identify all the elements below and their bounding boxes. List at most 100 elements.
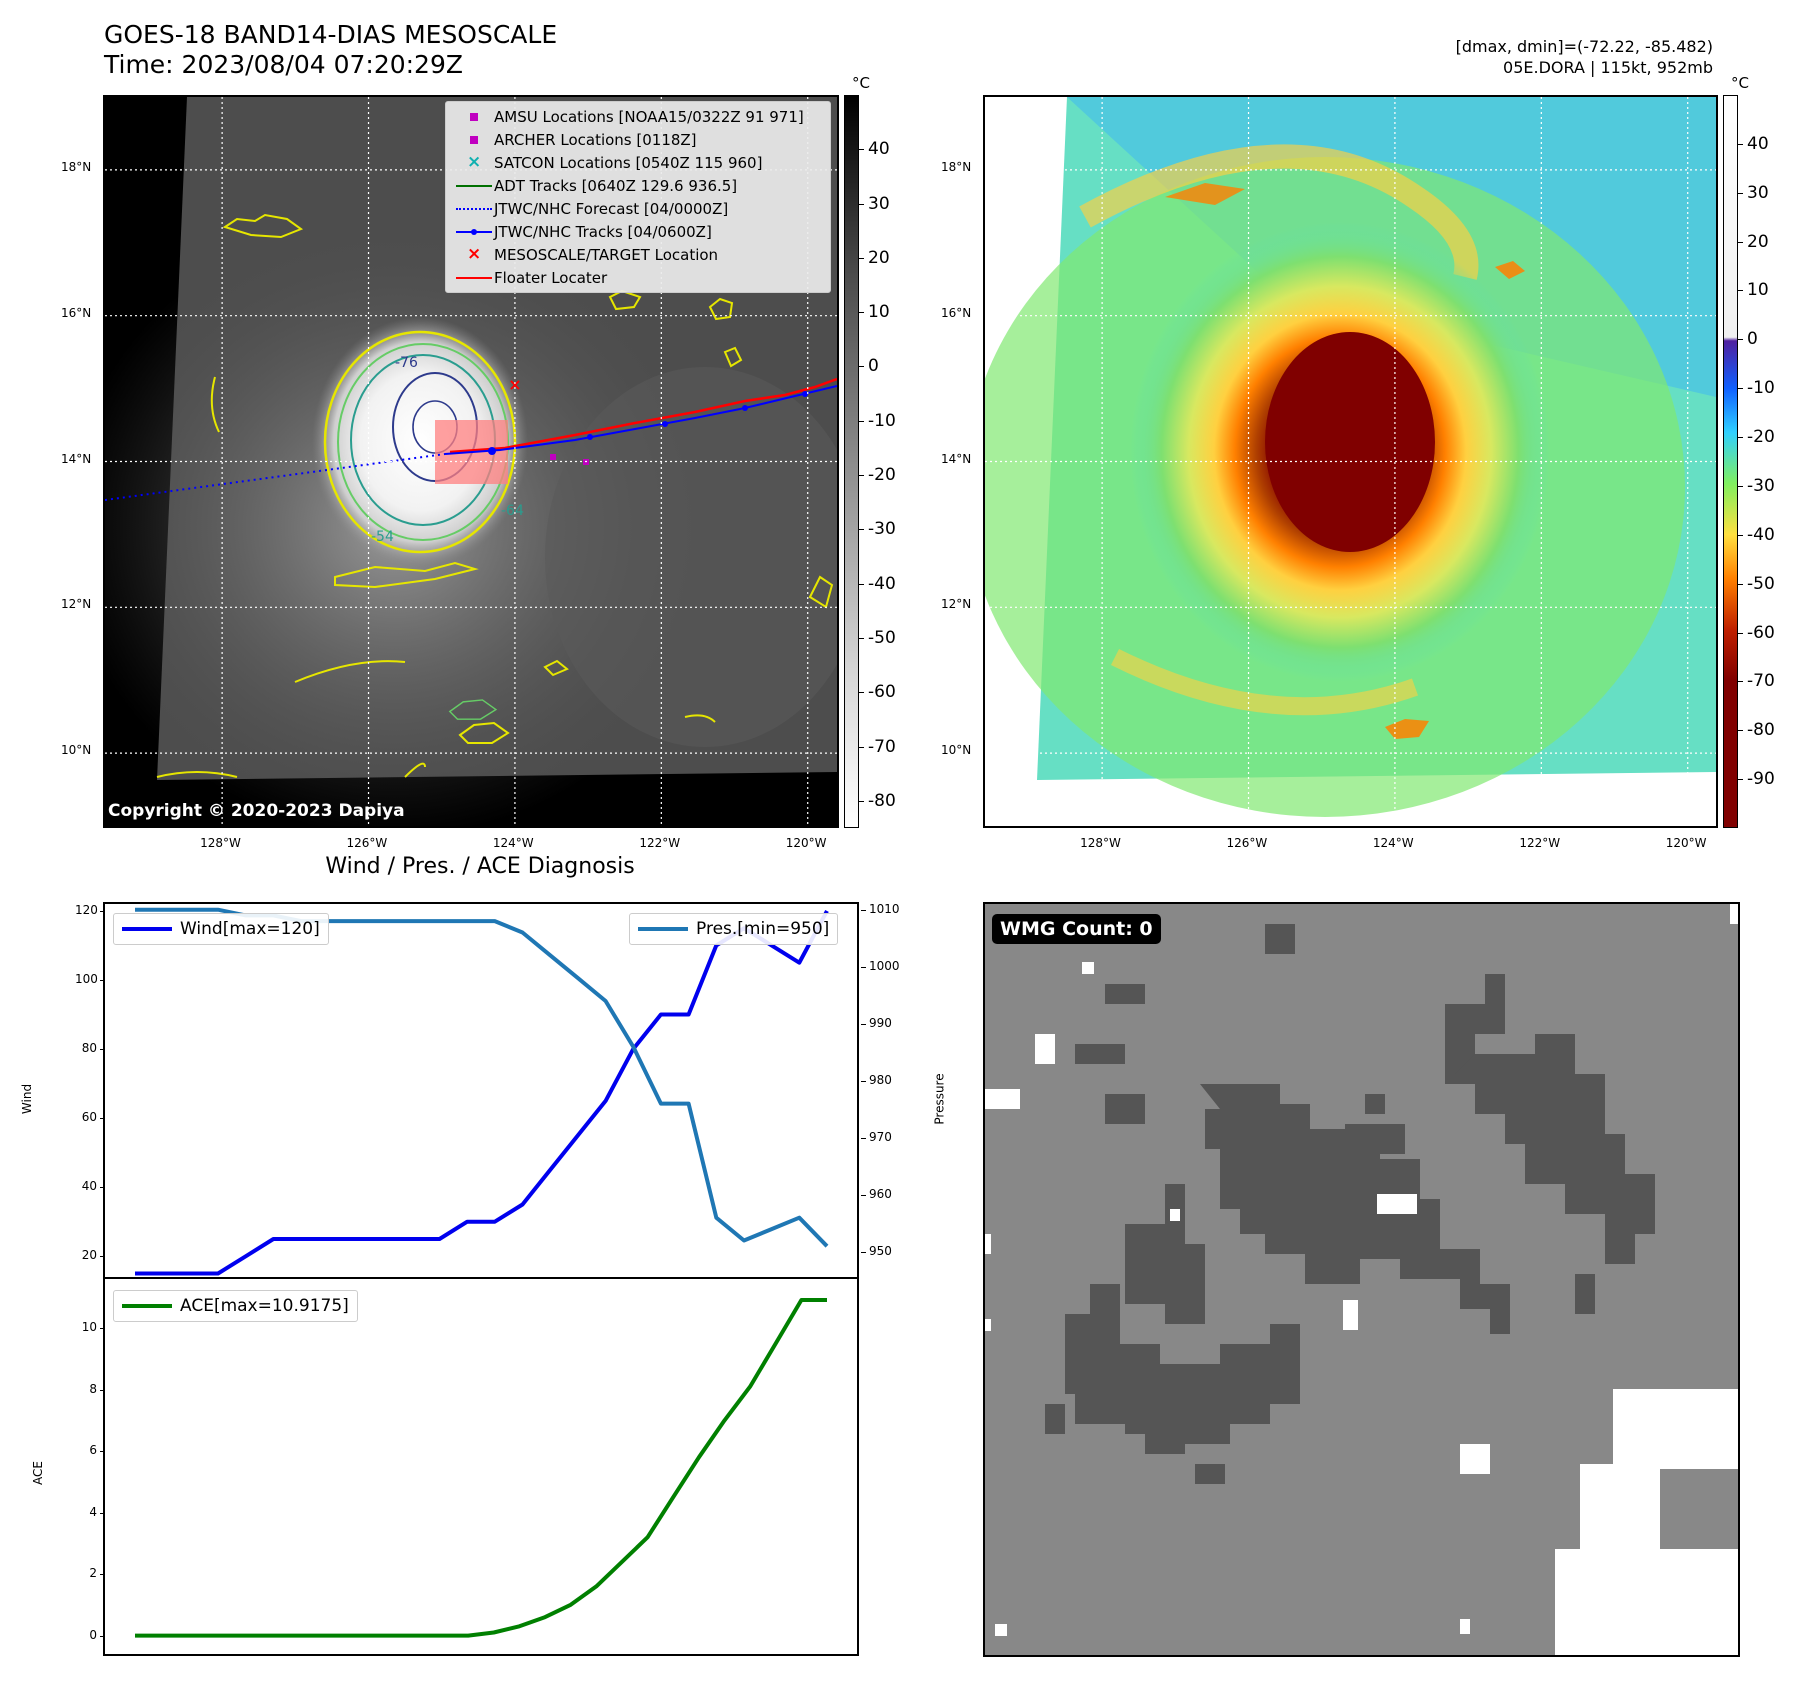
- legend-item-satcon: × SATCON Locations [0540Z 115 960]: [467, 152, 763, 172]
- ace-legend: ACE[max=10.9175]: [113, 1290, 358, 1322]
- left-tick-label: 80: [81, 1041, 97, 1056]
- map-legend: AMSU Locations [NOAA15/0322Z 91 971] ARC…: [445, 101, 831, 293]
- colorbar-tick-label: -30: [1747, 475, 1775, 496]
- colorbar-tick-label: -60: [1747, 622, 1775, 643]
- colorbar-tick-label: -50: [1747, 573, 1775, 594]
- pressure-line-icon: [638, 927, 688, 931]
- colorbar-tick-mark: [1738, 290, 1743, 292]
- colorbar-tick-label: -90: [1747, 769, 1775, 790]
- jtwc-track-point: [488, 447, 496, 455]
- colorbar-tick-mark: [859, 692, 864, 694]
- series-line: [135, 909, 829, 1276]
- colorbar-tick-label: 30: [868, 193, 890, 214]
- wmg-svg: [985, 904, 1738, 1655]
- lat-tick-label: 16°N: [941, 305, 972, 320]
- colorbar-tick-label: -70: [1747, 671, 1775, 692]
- lon-tick-label: 128°W: [1080, 836, 1121, 850]
- colorbar-tick-label: -40: [1747, 524, 1775, 545]
- left-tick-mark: [100, 1389, 105, 1391]
- left-tick-mark: [100, 1328, 105, 1330]
- right-tick-mark: [861, 1251, 866, 1253]
- colorbar-tick-mark: [1738, 192, 1743, 194]
- colorbar-tick-label: -40: [868, 573, 896, 594]
- wmg-map: [983, 902, 1740, 1657]
- floater-locater-track: [449, 377, 837, 454]
- left-tick-mark: [100, 1049, 105, 1051]
- line-marker-icon: [456, 277, 492, 279]
- colorbar-tick-mark: [1738, 779, 1743, 781]
- colorbar-tick-label: 20: [868, 247, 890, 268]
- legend-item-jtwc-forecast: JTWC/NHC Forecast [04/0000Z]: [454, 198, 728, 220]
- colorbar-tick-mark: [859, 149, 864, 151]
- colorbar-tick-mark: [859, 312, 864, 314]
- colorbar-tick-label: -10: [868, 410, 896, 431]
- left-tick-mark: [100, 1118, 105, 1120]
- colorbar-tick-mark: [1738, 534, 1743, 536]
- storm-info: 05E.DORA | 115kt, 952mb: [1503, 58, 1713, 77]
- left-tick-mark: [100, 1451, 105, 1453]
- colorbar-tick-mark: [1738, 241, 1743, 243]
- colorbar-gray-unit: °C: [852, 74, 870, 92]
- dotted-line-icon: [456, 208, 492, 210]
- right-tick-mark: [861, 1023, 866, 1025]
- colorbar-tick-mark: [1738, 388, 1743, 390]
- amsu-location-marker: [550, 454, 556, 460]
- left-tick-label: 10: [81, 1320, 97, 1335]
- range-info: [dmax, dmin]=(-72.22, -85.482): [1455, 37, 1713, 56]
- pressure-axis-label: Pressure: [932, 1073, 947, 1125]
- left-tick-label: 4: [89, 1504, 97, 1519]
- wind-line-icon: [122, 927, 172, 931]
- wind-pressure-svg: [135, 907, 829, 1276]
- x-marker-icon: ×: [467, 244, 482, 264]
- colorbar-tick-label: 30: [1747, 182, 1769, 203]
- legend-item-jtwc-tracks: JTWC/NHC Tracks [04/0600Z]: [454, 221, 712, 243]
- ace-svg: [135, 1298, 827, 1638]
- lon-tick-label: 126°W: [346, 836, 388, 850]
- right-tick-label: 1010: [869, 901, 900, 916]
- colorbar-tick-mark: [859, 529, 864, 531]
- colorbar-tick-label: -10: [1747, 378, 1775, 399]
- right-tick-label: 970: [869, 1129, 892, 1144]
- lon-tick-label: 126°W: [1226, 836, 1268, 850]
- colorbar-tick-mark: [859, 583, 864, 585]
- lon-tick-label: 124°W: [492, 836, 534, 850]
- left-tick-mark: [100, 910, 105, 912]
- left-tick-mark: [100, 979, 105, 981]
- right-tick-label: 960: [869, 1186, 892, 1201]
- jtwc-track-point: [587, 434, 593, 440]
- colorbar-tick-label: -60: [868, 682, 896, 703]
- x-marker-icon: ×: [467, 152, 482, 172]
- right-tick-mark: [861, 1194, 866, 1196]
- lat-tick-label: 18°N: [61, 159, 92, 174]
- lat-tick-label: 16°N: [61, 305, 92, 320]
- colorbar-tick-label: -30: [868, 519, 896, 540]
- colorbar-tick-mark: [859, 203, 864, 205]
- colorbar-tick-mark: [1738, 437, 1743, 439]
- ace-plot: [103, 1277, 859, 1656]
- square-marker-icon: [470, 113, 478, 121]
- lat-tick-label: 14°N: [61, 451, 92, 466]
- left-tick-mark: [100, 1635, 105, 1637]
- legend-item-amsu: AMSU Locations [NOAA15/0322Z 91 971]: [454, 106, 804, 128]
- pressure-legend: Pres.[min=950]: [629, 913, 839, 945]
- ace-line-icon: [122, 1304, 172, 1308]
- left-tick-label: 0: [89, 1627, 97, 1642]
- wind-axis-label: Wind: [20, 1083, 35, 1115]
- lat-tick-label: 14°N: [941, 451, 972, 466]
- colorbar-tick-mark: [859, 420, 864, 422]
- lat-tick-label: 18°N: [941, 159, 972, 174]
- lon-tick-label: 122°W: [639, 836, 681, 850]
- jtwc-track-point: [662, 421, 668, 427]
- colorbar-tick-mark: [859, 637, 864, 639]
- left-tick-label: 8: [89, 1381, 97, 1396]
- lon-tick-label: 120°W: [785, 836, 827, 850]
- jtwc-track-point: [742, 405, 748, 411]
- series-line: [135, 1298, 827, 1638]
- storm-info-block: [dmax, dmin]=(-72.22, -85.482) 05E.DORA …: [1456, 36, 1713, 78]
- colorbar-tick-mark: [1738, 730, 1743, 732]
- colorbar-tick-mark: [859, 800, 864, 802]
- contour-label-54: -54: [371, 529, 394, 545]
- ace-axis-label: ACE: [30, 1461, 45, 1485]
- legend-item-adt: ADT Tracks [0640Z 129.6 936.5]: [454, 175, 737, 197]
- colorbar-tick-label: 20: [1747, 231, 1769, 252]
